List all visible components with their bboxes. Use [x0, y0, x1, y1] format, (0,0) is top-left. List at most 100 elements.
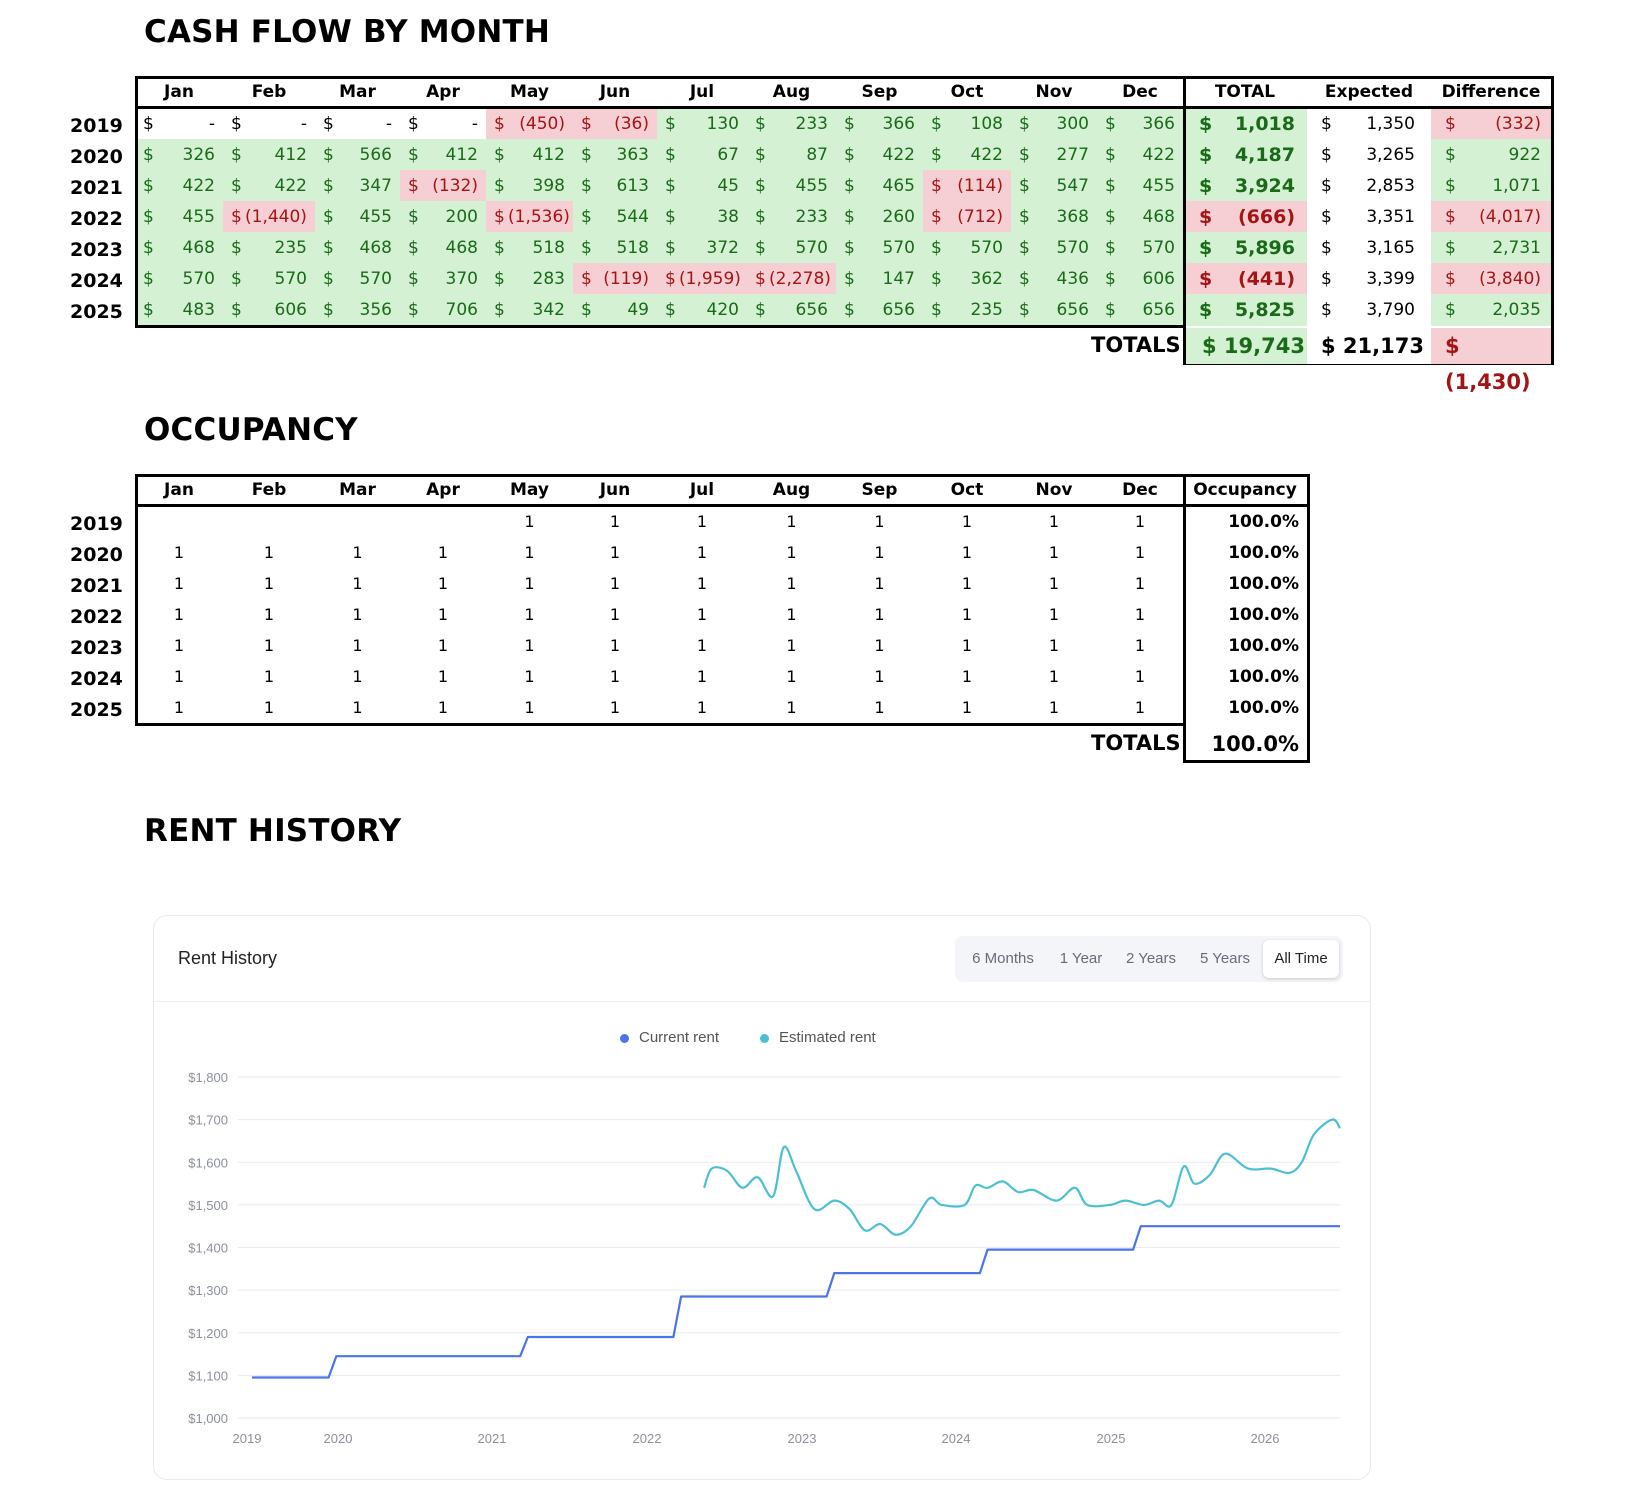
- cashflow-cell: $570: [135, 263, 223, 295]
- cashflow-cell: $465: [836, 170, 923, 202]
- cell-value: 606: [1142, 269, 1175, 289]
- currency-symbol: $: [494, 207, 505, 227]
- currency-symbol: $: [844, 238, 855, 258]
- occupancy-cell: 1: [1134, 605, 1146, 624]
- legend-estimated-rent[interactable]: Estimated rent: [760, 1029, 876, 1046]
- occupancy-cell: 1: [524, 574, 535, 593]
- occupancy-cell: 1: [874, 605, 885, 624]
- occupancy-cell: 1: [874, 667, 885, 686]
- cell-value: 235: [274, 238, 307, 258]
- cell-value: 130: [706, 114, 739, 134]
- cashflow-cell: $518: [573, 232, 657, 264]
- occ-year-label-2023: 2023: [70, 637, 123, 659]
- cashflow-cell: $544: [573, 201, 657, 233]
- currency-symbol: $: [408, 114, 419, 134]
- year-label-2022: 2022: [70, 208, 123, 230]
- occupancy-cell: 1: [786, 512, 797, 531]
- cell-value: 283: [532, 269, 565, 289]
- grand-expected: $ 21,173: [1307, 328, 1431, 364]
- cell-value: 342: [532, 300, 565, 320]
- current-rent-dot-icon: [620, 1033, 629, 1043]
- range-6-months-button[interactable]: 6 Months: [972, 950, 1034, 967]
- legend-current-rent[interactable]: Current rent: [620, 1029, 719, 1046]
- cell-value: 147: [882, 269, 915, 289]
- month-header-jan: Jan: [164, 82, 194, 102]
- occupancy-row-pct: 100.0%: [1228, 636, 1299, 656]
- currency-symbol: $: [408, 269, 419, 289]
- cashflow-row-expected: $3,351: [1307, 201, 1431, 233]
- currency-symbol: $: [1105, 145, 1116, 165]
- month-header-feb: Feb: [251, 82, 287, 102]
- cell-value: 362: [970, 269, 1003, 289]
- range-5-years-button[interactable]: 5 Years: [1199, 950, 1251, 967]
- occupancy-cell: 1: [173, 605, 185, 624]
- currency-symbol: $: [1199, 268, 1213, 290]
- cell-value: 38: [717, 207, 739, 227]
- expected-value: 3,399: [1366, 269, 1415, 289]
- currency-symbol: $: [408, 300, 419, 320]
- currency-symbol: $: [1321, 207, 1332, 227]
- expected-value: 1,350: [1366, 114, 1415, 134]
- cell-value: 277: [1056, 145, 1089, 165]
- summary-header-difference: Difference: [1441, 82, 1541, 102]
- cashflow-cell: $422: [836, 139, 923, 171]
- cashflow-cell: $ (132): [400, 170, 486, 202]
- range-1-year-button[interactable]: 1 Year: [1059, 950, 1103, 967]
- currency-symbol: $: [1321, 269, 1332, 289]
- x-tick-label: 2021: [478, 1431, 507, 1446]
- estimated-rent-dot-icon: [760, 1033, 769, 1043]
- currency-symbol: $: [931, 145, 942, 165]
- y-tick-label: $1,700: [188, 1113, 228, 1128]
- occupancy-cell: 1: [609, 574, 621, 593]
- cell-value: 570: [970, 238, 1003, 258]
- occupancy-cell: 1: [437, 543, 449, 562]
- cashflow-cell: $455: [1097, 170, 1183, 202]
- cashflow-cell: $49: [573, 294, 657, 326]
- range-all-time-button[interactable]: All Time: [1263, 940, 1339, 978]
- occupancy-cell: 1: [609, 698, 621, 717]
- cell-value: 436: [1056, 269, 1089, 289]
- occupancy-cell: 1: [961, 667, 973, 686]
- currency-symbol: $: [1019, 269, 1030, 289]
- cashflow-row-difference: $1,071: [1431, 170, 1551, 202]
- currency-symbol: $: [755, 176, 766, 196]
- summary-header-expected: Expected: [1324, 82, 1414, 102]
- month-header-may: May: [510, 82, 549, 102]
- currency-symbol: $: [755, 145, 766, 165]
- currency-symbol: $: [1105, 207, 1116, 227]
- rent-history-title: RENT HISTORY: [144, 813, 402, 849]
- currency-symbol: $: [1019, 114, 1030, 134]
- cell-value: 570: [1142, 238, 1175, 258]
- currency-symbol: $: [1199, 113, 1213, 135]
- currency-symbol: $: [1019, 207, 1030, 227]
- occupancy-summary-border: [1183, 474, 1310, 763]
- currency-symbol: $: [931, 238, 942, 258]
- cashflow-cell: $326: [135, 139, 223, 171]
- cashflow-cell: $233: [747, 201, 836, 233]
- currency-symbol: $: [581, 114, 592, 134]
- cell-value: (450): [519, 114, 565, 134]
- occupancy-cell: 1: [524, 636, 535, 655]
- cell-value: (114): [957, 176, 1003, 196]
- occupancy-cell: 1: [1048, 543, 1060, 562]
- currency-symbol: $: [931, 269, 942, 289]
- cashflow-cell: $38: [657, 201, 747, 233]
- cashflow-cell: $235: [923, 294, 1011, 326]
- occupancy-cell: 1: [696, 605, 708, 624]
- currency-symbol: $: [1321, 114, 1332, 134]
- cashflow-cell: $87: [747, 139, 836, 171]
- range-2-years-button[interactable]: 2 Years: [1125, 950, 1177, 967]
- year-label-2023: 2023: [70, 239, 123, 261]
- cashflow-cell: $422: [923, 139, 1011, 171]
- cashflow-cell: $45: [657, 170, 747, 202]
- occupancy-cell: 1: [352, 543, 363, 562]
- cell-value: 566: [359, 145, 392, 165]
- cell-value: (1,536): [508, 207, 570, 227]
- cashflow-cell: $363: [573, 139, 657, 171]
- cell-value: 518: [616, 238, 649, 258]
- difference-value: (3,840): [1479, 269, 1541, 289]
- cell-value: 547: [1056, 176, 1089, 196]
- currency-symbol: $: [323, 300, 334, 320]
- cashflow-cell: $235: [223, 232, 315, 264]
- occupancy-cell: 1: [1134, 543, 1146, 562]
